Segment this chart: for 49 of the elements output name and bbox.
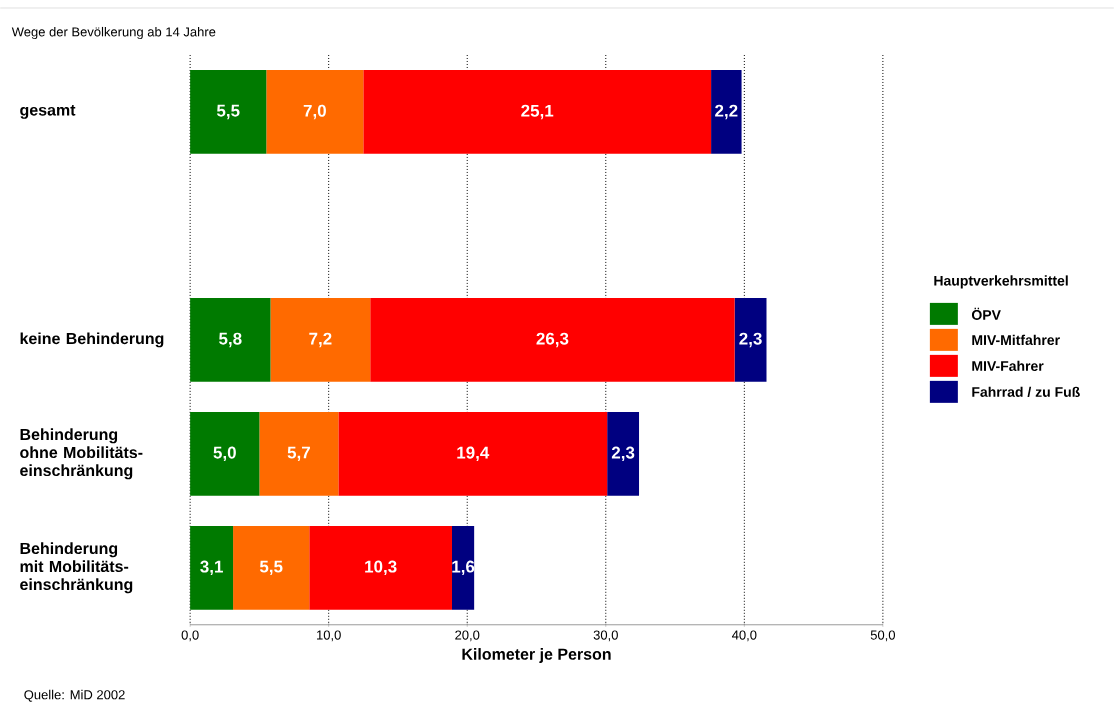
data-label: 5,8 <box>219 332 242 348</box>
bar <box>259 412 339 496</box>
data-label: 5,5 <box>216 104 240 120</box>
data-label: 2,3 <box>611 446 635 462</box>
bar <box>451 526 475 610</box>
legend-label: Fahrrad / zu Fuß <box>972 386 1080 398</box>
bar <box>370 298 735 382</box>
legend-label: ÖPV <box>971 307 1001 321</box>
data-label: 7,0 <box>303 104 326 120</box>
legend-title: Hauptverkehrsmittel <box>934 275 1068 289</box>
bar <box>309 526 452 610</box>
x-tick-label: 50,0 <box>870 630 896 642</box>
bar <box>190 412 260 496</box>
y-tick-label: Behinderung ohne Mobilitäts-einschränkung <box>20 428 143 480</box>
bar <box>711 70 742 154</box>
data-label: 26,3 <box>536 332 569 348</box>
x-tick-label: 10,0 <box>317 630 341 642</box>
bar <box>607 412 640 496</box>
bar <box>190 298 271 382</box>
x-axis-title: Kilometer je Person <box>462 648 611 664</box>
y-tick-label: Behinderung mit Mobilitäts-einschränkung <box>20 542 133 594</box>
data-label: 5,7 <box>287 446 310 462</box>
data-label: 2,3 <box>739 332 762 348</box>
bar <box>270 298 371 382</box>
x-tick-label: 0,0 <box>181 630 199 642</box>
x-tick-label: 20,0 <box>455 630 480 642</box>
data-label: 5,0 <box>213 446 236 462</box>
bar <box>266 70 364 154</box>
data-label: 10,3 <box>365 560 397 576</box>
data-label: 25,1 <box>521 104 554 120</box>
bar <box>363 70 712 154</box>
y-tick-label: keine Behinderung <box>20 332 164 348</box>
bar <box>734 298 767 382</box>
x-tick-label: 30,0 <box>593 630 618 642</box>
bar <box>233 526 310 610</box>
legend-label: MIV-Fahrer <box>972 360 1044 372</box>
chart-title: Wege der Bevölkerung ab 14 Jahre <box>11 27 216 40</box>
data-label: 2,2 <box>715 104 738 120</box>
data-label: 3,1 <box>200 560 223 576</box>
y-tick-label: gesamt <box>20 105 76 119</box>
data-label: 7,2 <box>309 332 332 348</box>
source-note: Quelle: MiD 2002 <box>24 689 125 702</box>
bar <box>190 70 267 154</box>
data-label: 5,5 <box>259 560 283 576</box>
x-tick-label: 40,0 <box>731 630 757 642</box>
legend-label: MIV-Mitfahrer <box>972 334 1060 346</box>
bar <box>338 412 608 496</box>
data-label: 19,4 <box>457 446 490 462</box>
bar <box>190 526 234 610</box>
